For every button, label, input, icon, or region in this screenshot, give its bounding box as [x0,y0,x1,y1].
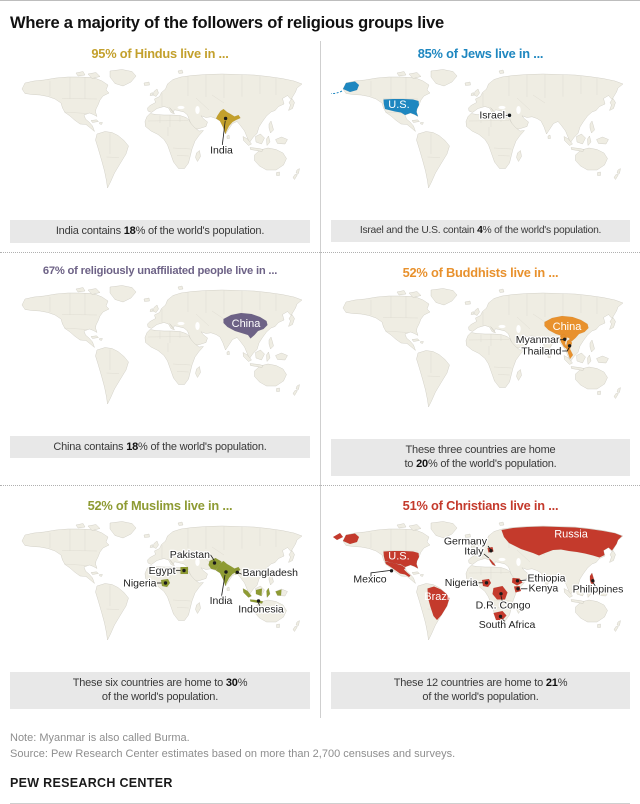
country-marker-dot [390,569,393,572]
country-label: Philippines [573,583,624,595]
country-label: Israel [479,109,505,121]
country-label: Nigeria [123,577,156,589]
country-marker-dot [516,579,519,582]
country-marker-dot [182,568,185,571]
panel-heading: 51% of Christians live in ... [331,498,630,513]
panel-heading: 85% of Jews live in ... [331,46,630,61]
panel-christians: 51% of Christians live in ... U.S.Mexico B… [320,486,640,718]
country-label: China [553,321,583,333]
country-marker-dot [508,114,511,117]
highlight-chukotka [333,533,343,540]
panel-unaffiliated: 67% of religiously unaffiliated people l… [0,253,320,486]
world-map-hindus: India [10,65,310,217]
country-label: Bangladesh [243,566,299,578]
country-label: South Africa [479,619,536,631]
country-label: Brazil [424,591,452,603]
country-label: Nigeria [445,576,478,588]
country-label: India [210,145,233,157]
country-label: China [232,318,262,330]
country-marker-dot [224,570,227,573]
country-marker-dot [489,549,492,552]
base-world-map [343,288,623,407]
country-marker-dot [257,599,260,602]
base-world-map [343,70,623,189]
footer: Note: Myanmar is also called Burma. Sour… [0,718,640,804]
aleutian-islands [331,91,342,94]
country-marker-dot [568,344,571,347]
panel-jews: 85% of Jews live in ... U.S. Israel Israel … [320,41,640,253]
country-label: Myanmar [516,333,560,345]
caption: India contains 18% of the world's popula… [10,220,310,243]
panel-heading: 67% of religiously unaffiliated people l… [10,265,310,277]
panels-grid: 95% of Hindus live in ... India India cont… [0,41,640,718]
country-marker-dot [224,117,227,120]
caption: China contains 18% of the world's popula… [10,436,310,459]
country-label: Russia [554,528,589,540]
base-world-map [22,70,302,189]
panel-heading: 95% of Hindus live in ... [10,46,310,61]
country-label: U.S. [388,99,409,111]
country-label: Kenya [529,582,559,594]
country-marker-dot [236,570,239,573]
panel-hindus: 95% of Hindus live in ... India India cont… [0,41,320,253]
world-map-unaffiliated: China [10,281,310,433]
country-label: Indonesia [238,603,284,615]
country-label: D.R. Congo [476,599,531,611]
world-map-christians: U.S.MexicoBrazilRussiaGermanyItalyNigeri… [331,517,631,669]
source-text: Source: Pew Research Center estimates ba… [10,747,630,763]
country-label: Pakistan [170,549,210,561]
base-world-map [22,285,302,404]
country-label: Mexico [353,573,386,585]
brand-text: PEW RESEARCH CENTER [10,774,630,792]
page-title: Where a majority of the followers of rel… [0,1,640,41]
country-marker-dot [485,581,488,584]
country-label: Thailand [521,345,561,357]
country-marker-dot [591,579,594,582]
caption: Israel and the U.S. contain 4% of the wo… [331,220,630,242]
panel-heading: 52% of Buddhists live in ... [331,265,630,280]
country-marker-dot [499,614,502,617]
world-map-jews: U.S. Israel [331,65,631,217]
country-label: India [210,595,233,607]
country-label: U.S. [388,550,409,562]
country-label: Egypt [149,564,176,576]
note-text: Note: Myanmar is also called Burma. [10,731,630,747]
country-marker-dot [213,561,216,564]
caption: These 12 countries are home to 21%of the… [331,672,630,709]
country-label: Italy [464,545,484,557]
country-marker-dot [499,592,502,595]
caption: These six countries are home to 30%of th… [10,672,310,709]
country-marker-dot [563,337,566,340]
country-marker-dot [164,581,167,584]
country-marker-dot [516,587,519,590]
panel-heading: 52% of Muslims live in ... [10,498,310,513]
